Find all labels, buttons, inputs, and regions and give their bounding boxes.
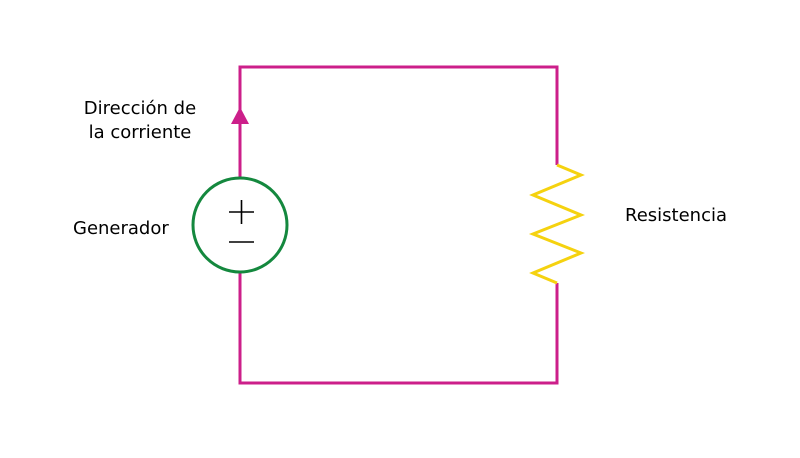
resistor-icon xyxy=(528,163,585,285)
generator-circle xyxy=(191,176,289,274)
current-direction-label: Dirección de la corriente xyxy=(60,97,220,145)
wire-bottom xyxy=(238,272,559,385)
voltage-source-icon xyxy=(191,176,289,274)
resistor-label: Resistencia xyxy=(625,205,727,226)
current-direction-label-line2: la corriente xyxy=(88,122,192,143)
current-direction-label-line1: Dirección de xyxy=(83,98,197,119)
arrow-up-icon xyxy=(231,107,249,124)
wire-top-left xyxy=(238,65,559,178)
generator-label: Generador xyxy=(73,218,169,239)
